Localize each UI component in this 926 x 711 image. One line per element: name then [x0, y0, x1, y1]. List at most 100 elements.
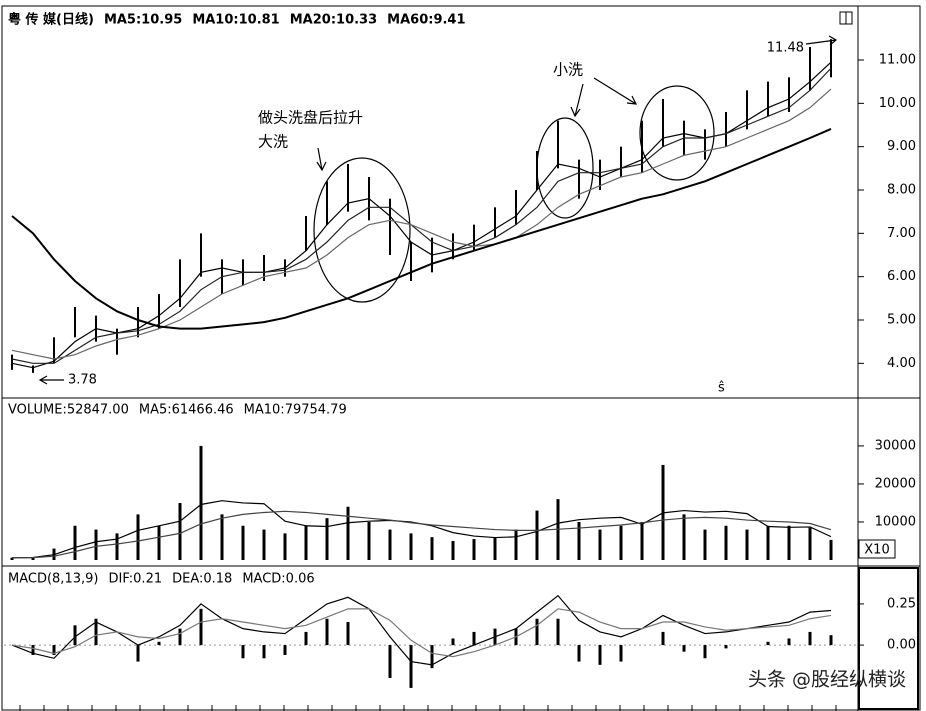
macd-bar — [766, 641, 770, 646]
volume-bar — [598, 529, 602, 560]
macd-bar — [283, 645, 287, 655]
macd-bar — [535, 618, 539, 646]
ma-line — [11, 67, 832, 364]
macd-bar — [808, 631, 812, 646]
macd-bar — [703, 645, 707, 659]
macd-bar — [94, 618, 98, 646]
macd-bar — [577, 645, 581, 662]
ma-line — [11, 594, 832, 666]
highlight-ellipse — [639, 85, 715, 181]
y-tick-label: 8.00 — [887, 183, 916, 198]
y-tick-label: 11.00 — [879, 53, 916, 68]
header-label: MA10:10.81 — [192, 13, 279, 28]
annotation: 小洗 — [553, 61, 583, 79]
volume-bar — [73, 525, 77, 560]
y-tick-label: 20000 — [875, 476, 916, 491]
header-label: MACD(8,13,9) — [8, 572, 98, 587]
macd-bar — [178, 628, 182, 646]
header-label: VOLUME:52847.00 — [8, 403, 129, 418]
volume-bar — [682, 514, 686, 560]
ma-line — [11, 88, 832, 360]
volume-bar — [409, 533, 413, 560]
ma-line — [11, 500, 832, 559]
macd-bar — [199, 608, 203, 646]
volume-bar — [325, 518, 329, 560]
macd-bar — [73, 625, 77, 646]
volume-bar — [787, 525, 791, 560]
ma-line — [11, 61, 832, 369]
volume-bar — [220, 514, 224, 560]
volume-bar — [472, 539, 476, 560]
volume-bar — [94, 529, 98, 560]
volume-bar — [10, 557, 14, 560]
volume-bar — [577, 521, 581, 560]
header-label: 粤 传 媒(日线) — [8, 12, 94, 28]
annotation: 11.48 — [767, 41, 804, 56]
macd-bar — [409, 645, 413, 688]
volume-bar — [31, 557, 35, 560]
volume-bar — [619, 525, 623, 560]
annotation: ŝ — [718, 381, 725, 396]
volume-bar — [640, 521, 644, 560]
header-label: MA5:10.95 — [104, 13, 182, 28]
arrow — [570, 83, 584, 118]
macd-bar — [619, 645, 623, 662]
header-label: MACD:0.06 — [242, 572, 314, 587]
macd-bar — [325, 618, 329, 646]
arrow — [316, 147, 327, 172]
y-tick-label: 10.00 — [879, 96, 916, 111]
macd-bar — [304, 631, 308, 646]
frame — [1, 5, 921, 711]
volume-bar — [766, 525, 770, 560]
macd-bar — [598, 645, 602, 665]
volume-bar — [703, 529, 707, 560]
volume-bar — [745, 529, 749, 560]
header-label: DIF:0.21 — [108, 572, 162, 587]
volume-bar — [367, 521, 371, 560]
volume-bar — [451, 540, 455, 560]
volume-bar — [304, 525, 308, 560]
macd-bar — [262, 645, 266, 659]
watermark: 头条 @股经纵横谈 — [748, 669, 906, 691]
y-tick-label: 5.00 — [887, 313, 916, 328]
volume-bar — [199, 445, 203, 560]
y-tick-label: 30000 — [875, 438, 916, 453]
header-label: MA5:61466.46 — [139, 403, 234, 418]
ma-line — [11, 127, 832, 330]
macd-bar — [388, 645, 392, 679]
axis-focus-box — [858, 567, 919, 710]
macd-bar — [346, 622, 350, 646]
unit-box — [858, 539, 896, 559]
volume-bar — [430, 537, 434, 560]
y-tick-label: 4.00 — [887, 356, 916, 371]
header-label: MA60:9.41 — [387, 13, 465, 28]
volume-bar — [178, 502, 182, 560]
volume-bar — [346, 506, 350, 560]
macd-bar — [724, 645, 728, 649]
y-tick-label: 0.00 — [887, 638, 916, 653]
volume-bar — [514, 529, 518, 560]
macd-bar — [157, 641, 161, 646]
volume-bar — [388, 529, 392, 560]
volume-bar — [535, 510, 539, 560]
header-label: MA10:79754.79 — [244, 403, 347, 418]
y-tick-label: 10000 — [875, 514, 916, 529]
macd-bar — [241, 645, 245, 659]
macd-bar — [52, 645, 56, 655]
y-tick-label: 9.00 — [887, 139, 916, 154]
volume-bar — [724, 525, 728, 560]
ma-line — [11, 510, 832, 559]
annotation: 大洗 — [258, 133, 288, 151]
macd-bar — [136, 645, 140, 662]
ma-line — [11, 608, 832, 658]
volume-bar — [157, 525, 161, 560]
macd-bar — [472, 631, 476, 646]
volume-bar — [493, 537, 497, 560]
y-tick-label: 6.00 — [887, 269, 916, 284]
volume-bar — [115, 533, 119, 560]
arrow — [593, 77, 638, 105]
macd-bar — [31, 645, 35, 655]
arrow — [38, 375, 64, 385]
macd-bar — [829, 635, 833, 646]
